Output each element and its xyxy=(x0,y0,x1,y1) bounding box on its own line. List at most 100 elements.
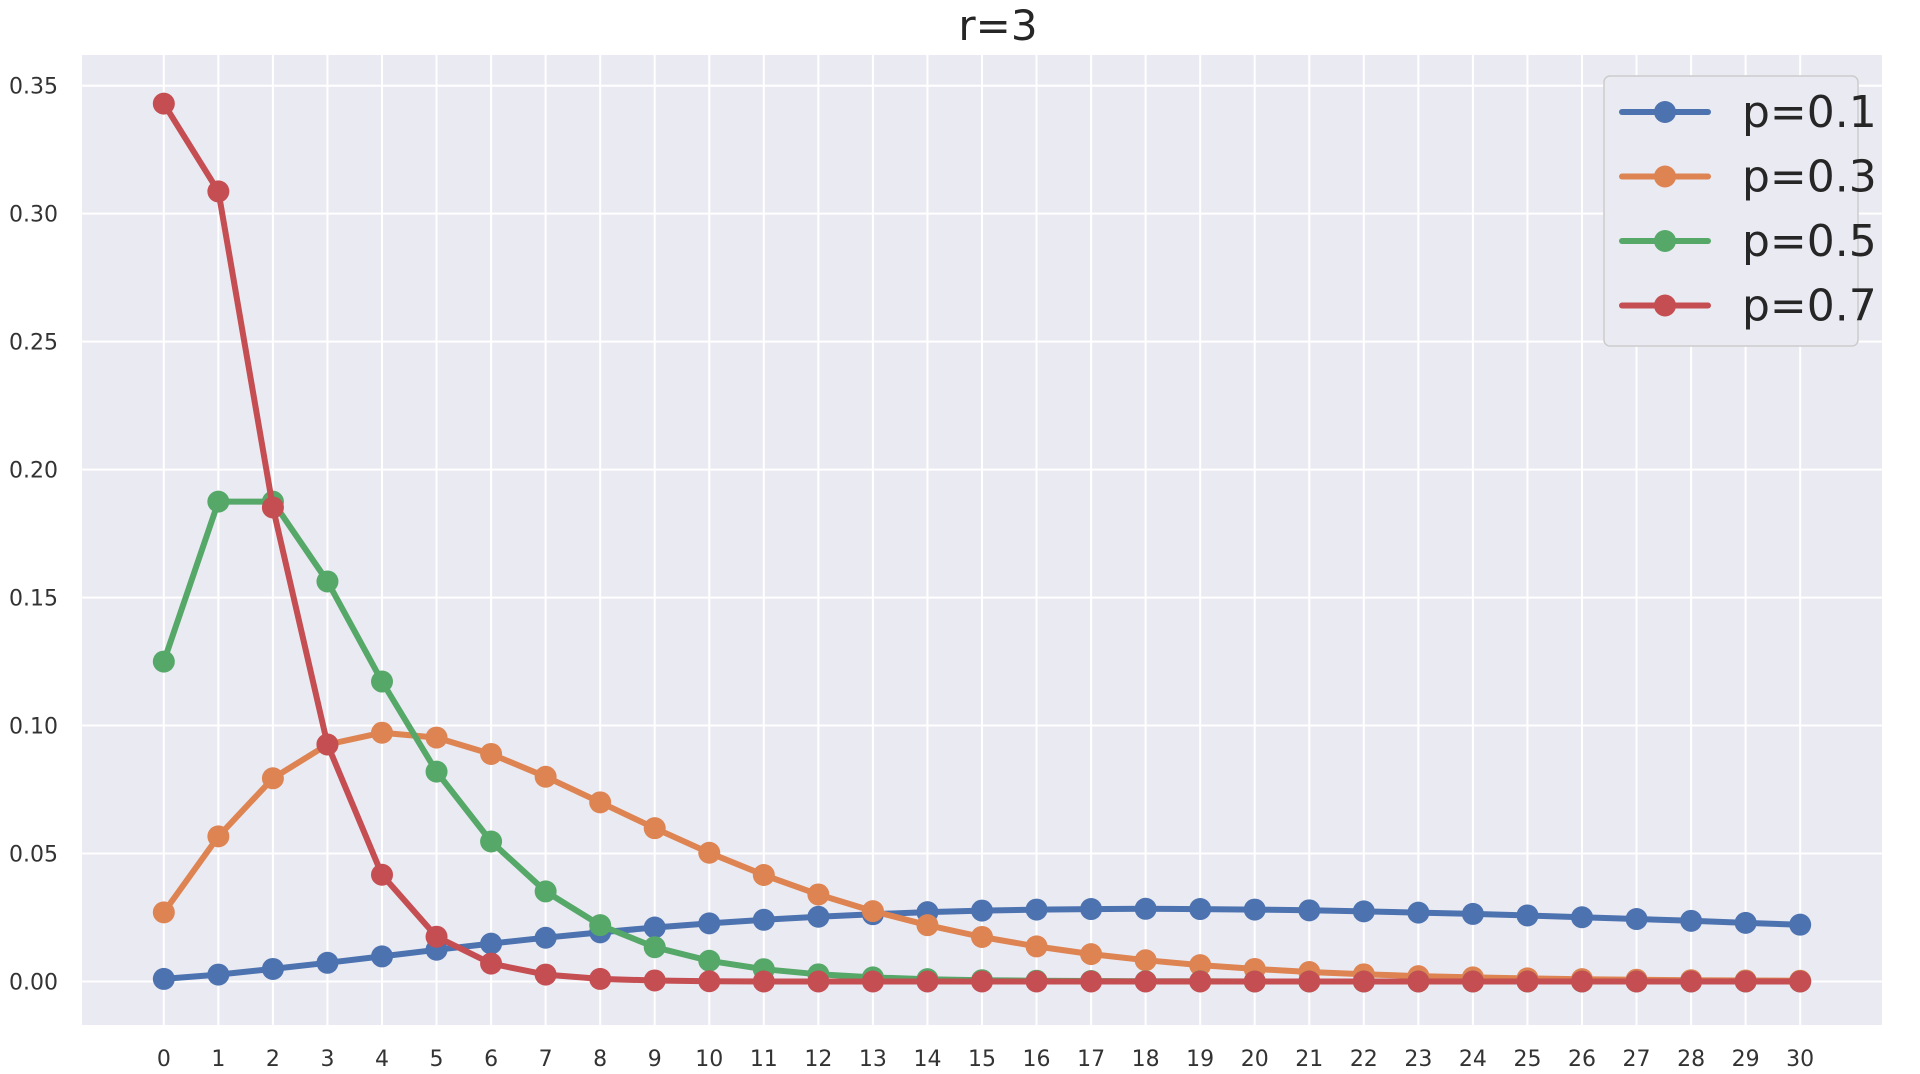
data-point xyxy=(207,490,230,513)
legend-marker xyxy=(1654,230,1676,252)
x-tick-label: 30 xyxy=(1786,1047,1814,1072)
data-point xyxy=(589,967,612,990)
legend-entry: p=0.1 xyxy=(1619,87,1877,138)
data-point xyxy=(752,970,775,993)
data-point xyxy=(916,970,939,993)
series-layer xyxy=(152,92,1812,993)
data-point xyxy=(698,912,721,935)
data-point xyxy=(1025,970,1048,993)
x-tick-label: 16 xyxy=(1023,1047,1051,1072)
x-tick-label: 10 xyxy=(695,1047,723,1072)
x-tick-label: 5 xyxy=(430,1047,444,1072)
legend-entry: p=0.7 xyxy=(1619,281,1877,332)
x-tick-label: 13 xyxy=(859,1047,887,1072)
data-point xyxy=(1025,935,1048,958)
x-tick-label: 23 xyxy=(1404,1047,1432,1072)
data-point xyxy=(916,914,939,937)
data-point xyxy=(1134,970,1157,993)
data-point xyxy=(371,945,393,968)
legend-label: p=0.7 xyxy=(1742,281,1877,332)
data-point xyxy=(1571,970,1593,993)
legend-marker xyxy=(1654,101,1676,123)
data-point xyxy=(643,916,666,939)
data-point xyxy=(1680,970,1703,993)
series-1 xyxy=(152,897,1812,990)
data-point xyxy=(480,830,503,853)
data-point xyxy=(698,841,721,864)
legend-label: p=0.3 xyxy=(1742,152,1877,203)
data-point xyxy=(1352,900,1375,923)
data-point xyxy=(1734,911,1757,934)
x-tick-label: 1 xyxy=(211,1047,225,1072)
x-tick-label: 22 xyxy=(1350,1047,1378,1072)
data-point xyxy=(1407,970,1430,993)
data-point xyxy=(1134,949,1157,972)
data-point xyxy=(534,880,557,903)
data-point xyxy=(971,899,993,922)
legend-label: p=0.5 xyxy=(1742,216,1877,267)
x-tick-label: 8 xyxy=(593,1047,607,1072)
legend-frame xyxy=(1603,75,1859,347)
data-point xyxy=(207,825,230,848)
data-point xyxy=(316,733,339,756)
x-tick-label: 21 xyxy=(1295,1047,1323,1072)
data-point xyxy=(1080,943,1103,966)
data-point xyxy=(425,760,448,783)
data-point xyxy=(152,967,175,990)
data-point xyxy=(1625,970,1648,993)
data-point xyxy=(316,570,339,593)
data-point xyxy=(1243,898,1266,921)
data-point xyxy=(480,952,503,975)
data-point xyxy=(698,970,721,993)
data-point xyxy=(152,92,175,115)
data-point xyxy=(1134,897,1157,920)
data-point xyxy=(643,969,666,992)
x-axis-ticks: 0 1 2 3 4 5 6 7 8 9 10 11 12 13 14 15 16 17 18 19 20 21 22 23 24… xyxy=(157,1047,1814,1072)
y-tick-label: 0.35 xyxy=(9,75,58,100)
data-point xyxy=(534,926,557,949)
data-point xyxy=(643,817,666,840)
data-point xyxy=(1625,908,1648,931)
data-point xyxy=(1571,906,1593,929)
x-tick-label: 3 xyxy=(320,1047,334,1072)
data-point xyxy=(971,925,993,948)
x-tick-label: 12 xyxy=(804,1047,832,1072)
legend-entry: p=0.3 xyxy=(1619,152,1877,203)
data-point xyxy=(807,883,830,906)
x-tick-label: 6 xyxy=(484,1047,498,1072)
data-point xyxy=(589,791,612,814)
data-point xyxy=(1080,898,1103,921)
data-point xyxy=(1407,901,1430,924)
data-point xyxy=(971,970,993,993)
data-point xyxy=(152,650,175,673)
x-tick-label: 9 xyxy=(648,1047,662,1072)
y-tick-label: 0.30 xyxy=(9,203,58,228)
legend: p=0.1 p=0.3 p=0.5 p=0.7 xyxy=(1603,75,1877,347)
y-tick-label: 0.25 xyxy=(9,331,58,356)
data-point xyxy=(480,932,503,955)
data-point xyxy=(807,970,830,993)
data-point xyxy=(316,951,339,974)
x-tick-label: 11 xyxy=(750,1047,778,1072)
data-point xyxy=(207,963,230,986)
x-tick-label: 20 xyxy=(1241,1047,1269,1072)
data-point xyxy=(1516,904,1539,927)
legend-entry: p=0.5 xyxy=(1619,216,1877,267)
x-tick-label: 25 xyxy=(1513,1047,1541,1072)
x-tick-label: 27 xyxy=(1623,1047,1651,1072)
data-point xyxy=(1680,909,1703,932)
x-tick-label: 7 xyxy=(539,1047,553,1072)
data-point xyxy=(261,767,284,790)
data-point xyxy=(698,949,721,972)
x-tick-label: 26 xyxy=(1568,1047,1596,1072)
data-point xyxy=(1461,902,1484,925)
data-point xyxy=(643,936,666,959)
y-tick-label: 0.00 xyxy=(9,970,58,995)
chart-title: r=3 xyxy=(958,1,1037,50)
data-point xyxy=(1789,970,1812,993)
data-point xyxy=(1352,970,1375,993)
data-point xyxy=(752,908,775,931)
data-point xyxy=(1516,970,1539,993)
y-tick-label: 0.15 xyxy=(9,587,58,612)
